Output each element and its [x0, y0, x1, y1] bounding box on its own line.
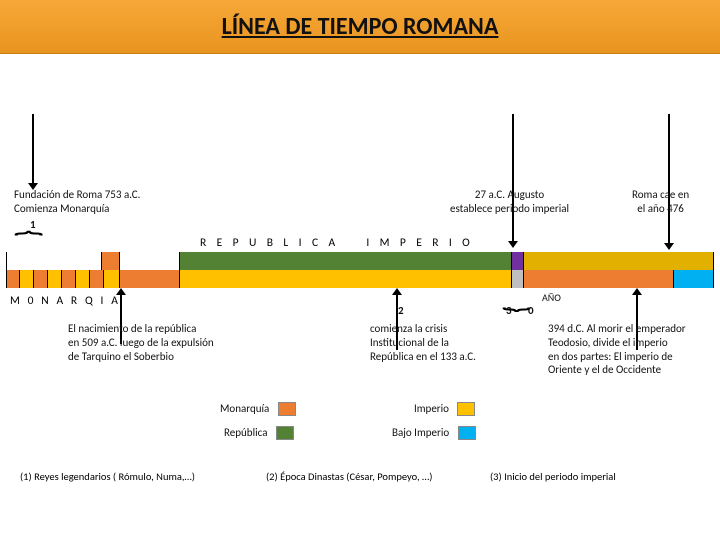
brace-top: ⏞ [14, 230, 43, 257]
legend-republica-label: República [224, 426, 267, 439]
letters-top: R E P U B L I C A I M P E R I O [200, 236, 470, 250]
legend-imperio-label: Imperio [414, 402, 449, 415]
timeline-segment [34, 270, 48, 288]
timeline-segment [524, 252, 714, 270]
letters-bottom: M 0 N A R Q I A [10, 294, 118, 308]
timeline-segment [48, 270, 62, 288]
label-augustus: 27 a.C. Augusto establece periodo imperi… [450, 188, 569, 216]
mark-2: 2 [398, 304, 404, 318]
legend-monarquia: Monarquía [220, 402, 296, 416]
timeline-bottom-row [6, 270, 714, 288]
label-founding: Fundación de Roma 753 a.C. Comienza Mona… [14, 188, 140, 216]
swatch-monarquia [278, 402, 296, 416]
arrow-augustus [512, 114, 514, 242]
label-republic-birth: El nacimiento de la república en 509 a.C… [68, 322, 214, 363]
label-crisis: comienza la crisis Institucional de la R… [370, 322, 476, 363]
mark-3: 3 [506, 304, 512, 318]
timeline-top-row [6, 252, 714, 270]
year-label: AÑO [542, 292, 561, 305]
timeline-segment [90, 270, 104, 288]
header: LÍNEA DE TIEMPO ROMANA [0, 0, 720, 54]
timeline-canvas: Fundación de Roma 753 a.C. Comienza Mona… [0, 54, 720, 540]
timeline-segment [62, 270, 76, 288]
footnote-2: (2) Época Dinastas (César, Pompeyo, …) [266, 470, 432, 483]
swatch-republica [276, 426, 294, 440]
label-split: 394 d.C. Al morir el emperador Teodosio,… [548, 322, 686, 377]
legend-imperio: Imperio [414, 402, 475, 416]
footnote-3: (3) Inicio del periodo imperial [490, 470, 616, 483]
arrow-fall [668, 114, 670, 244]
timeline-segment [120, 252, 180, 270]
footnote-1: (1) Reyes legendarios ( Rómulo, Numa,…) [20, 470, 195, 483]
legend-bajo-label: Bajo Imperio [392, 426, 449, 439]
arrow-founding [32, 114, 34, 184]
timeline-segment [524, 270, 674, 288]
timeline-segment [180, 252, 512, 270]
timeline-segment [120, 270, 180, 288]
timeline-segment [104, 270, 120, 288]
swatch-imperio [457, 402, 475, 416]
swatch-bajo [458, 426, 476, 440]
page-title: LÍNEA DE TIEMPO ROMANA [222, 12, 499, 41]
timeline-segment [512, 252, 524, 270]
timeline-segment [6, 270, 20, 288]
legend-monarquia-label: Monarquía [220, 402, 269, 415]
timeline-segment [76, 270, 90, 288]
timeline-segment [102, 252, 120, 270]
year-zero: 0 [528, 304, 534, 318]
legend-republica: República [224, 426, 294, 440]
timeline-segment [180, 270, 512, 288]
timeline-segment [674, 270, 714, 288]
legend-bajo: Bajo Imperio [392, 426, 476, 440]
label-fall: Roma cae en el año 476 [632, 188, 689, 216]
timeline-segment [20, 270, 34, 288]
